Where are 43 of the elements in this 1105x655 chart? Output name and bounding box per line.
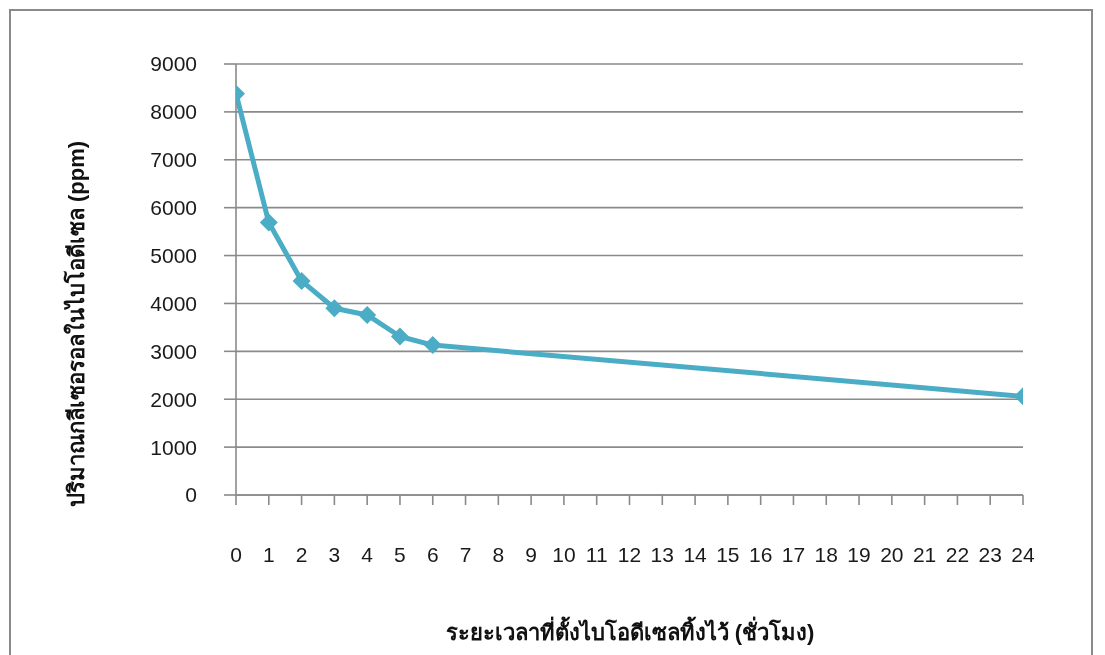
x-tick-label: 15 [716, 542, 740, 566]
y-tick-label: 9000 [150, 52, 197, 76]
y-tick-label: 0 [185, 483, 197, 507]
x-tick-label: 8 [492, 542, 505, 566]
y-tick-label: 4000 [150, 291, 197, 315]
x-tick-label: 21 [912, 542, 937, 566]
x-tick-label: 23 [978, 542, 1002, 566]
x-tick-label: 7 [459, 542, 472, 566]
x-tick-label: 2 [295, 542, 308, 566]
x-tick-label: 17 [781, 542, 806, 566]
point [390, 327, 409, 346]
point [325, 299, 344, 318]
point [292, 271, 311, 290]
x-tick-label: 6 [426, 542, 439, 566]
x-tick-label: 12 [617, 542, 642, 566]
x-tick-label: 1 [262, 542, 275, 566]
y-tick-label: 7000 [150, 148, 197, 172]
y-tick-label: 8000 [150, 100, 197, 124]
y-tick-label: 5000 [150, 244, 197, 268]
x-tick-label: 13 [650, 542, 674, 566]
x-tick-label: 10 [552, 542, 576, 566]
x-tick-label: 24 [1011, 542, 1035, 566]
x-tick-label: 3 [328, 542, 341, 566]
x-tick-label: 22 [945, 542, 970, 566]
y-tick-label: 2000 [150, 387, 197, 411]
x-tick-label: 9 [525, 542, 537, 566]
y-tick-label: 6000 [150, 196, 197, 220]
x-tick-label: 4 [361, 542, 374, 566]
x-tick-label: 19 [847, 542, 871, 566]
point [259, 213, 278, 232]
y-tick-label: 3000 [150, 339, 197, 363]
x-tick-label: 11 [585, 542, 608, 566]
x-axis-title: ระยะเวลาที่ตั้งไบโอดีเซลทิ้งไว้ (ชั่วโมง) [445, 616, 815, 645]
point [358, 305, 377, 324]
x-tick-label: 5 [394, 542, 406, 566]
x-tick-label: 16 [748, 542, 773, 566]
x-tick-label: 0 [230, 542, 242, 566]
y-axis-title: ปริมาณกลีเซอรอลในไบโอดีเซล (ppm) [63, 140, 89, 508]
y-tick-label: 1000 [150, 435, 197, 459]
point [423, 336, 442, 355]
x-tick-label: 14 [683, 542, 708, 566]
x-tick-label: 20 [880, 542, 904, 566]
x-tick-label: 18 [814, 542, 838, 566]
